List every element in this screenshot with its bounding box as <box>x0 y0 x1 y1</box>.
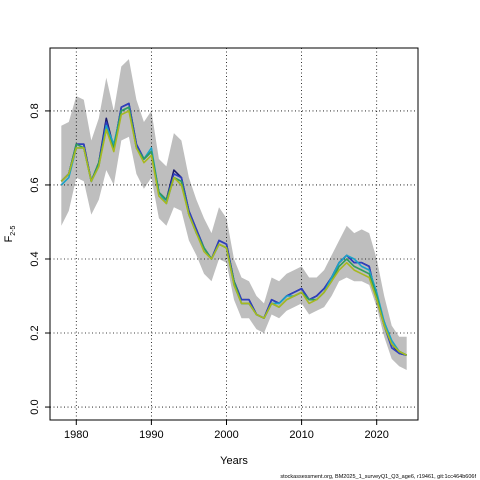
x-axis: 1980 1990 2000 2010 2020 <box>64 420 389 441</box>
x-tick-label: 2020 <box>364 429 388 441</box>
x-axis-title: Years <box>220 455 248 467</box>
y-tick-label: 0.4 <box>29 251 41 266</box>
band-area <box>61 59 407 370</box>
y-tick-label: 0.0 <box>29 399 41 414</box>
x-tick-label: 1980 <box>64 429 88 441</box>
x-tick-label: 1990 <box>139 429 163 441</box>
series-line-4 <box>60 106 408 356</box>
y-axis-title: F2-5 <box>3 225 17 242</box>
x-tick-label: 2010 <box>289 429 313 441</box>
y-axis-title-main: F <box>3 235 15 242</box>
y-tick-label: 0.6 <box>29 177 41 192</box>
y-tick-label: 0.2 <box>29 325 41 340</box>
series-line-5 <box>60 110 408 356</box>
series-lines <box>60 102 408 356</box>
plot-frame <box>49 47 419 421</box>
grid-lines <box>50 48 418 420</box>
confidence-band <box>61 59 407 370</box>
y-axis-title-sub: 2-5 <box>10 225 17 235</box>
y-axis: 0.0 0.2 0.4 0.6 0.8 <box>29 103 50 415</box>
x-tick-label: 2000 <box>214 429 238 441</box>
y-tick-label: 0.8 <box>29 103 41 118</box>
footer-source: stockassessment.org, BM2025_1_surveyQ1_Q… <box>280 474 476 480</box>
